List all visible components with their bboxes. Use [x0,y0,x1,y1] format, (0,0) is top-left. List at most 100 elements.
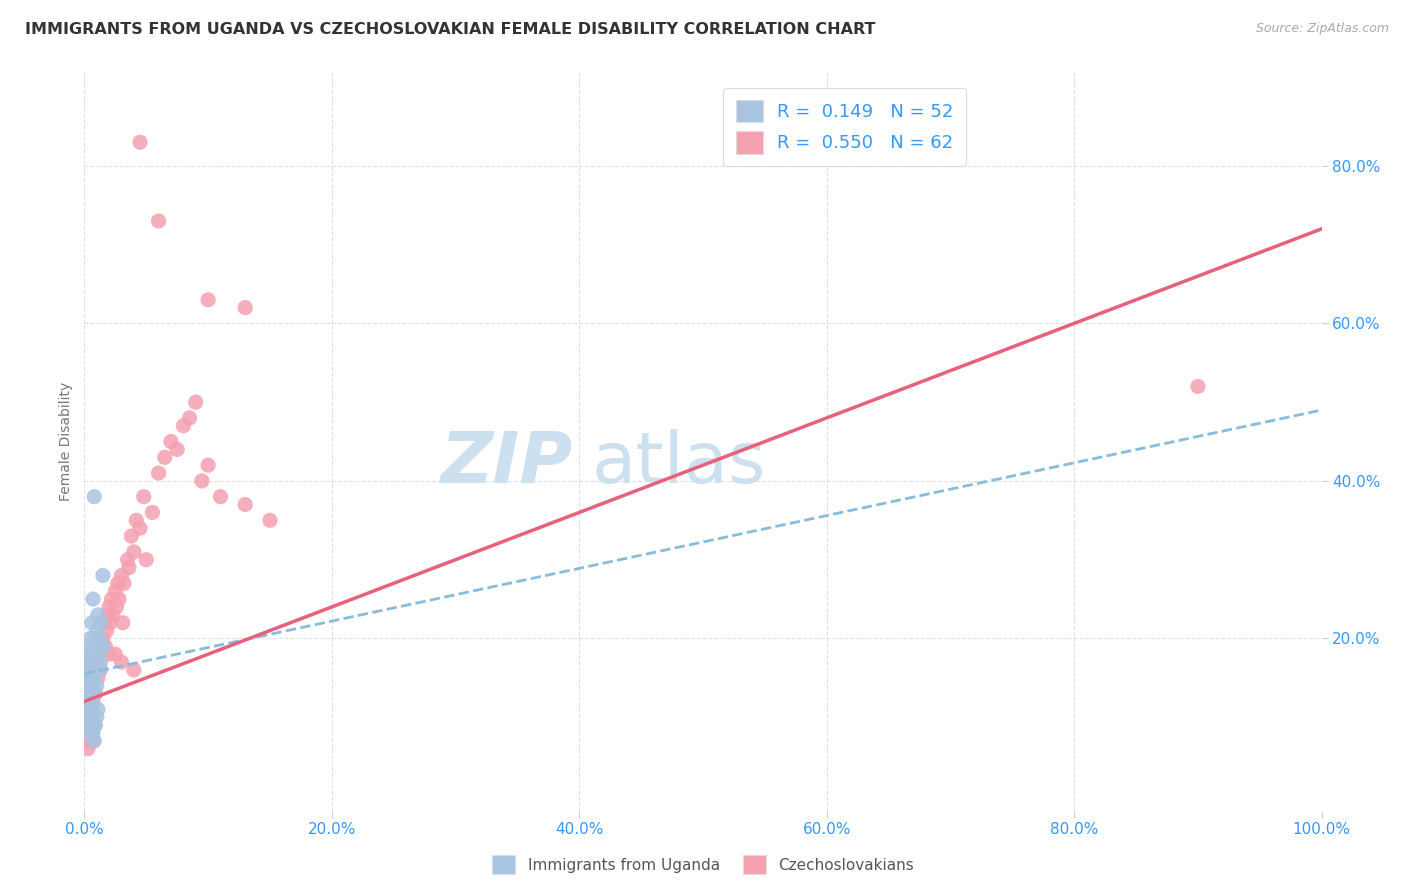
Legend: R =  0.149   N = 52, R =  0.550   N = 62: R = 0.149 N = 52, R = 0.550 N = 62 [723,87,966,166]
Text: IMMIGRANTS FROM UGANDA VS CZECHOSLOVAKIAN FEMALE DISABILITY CORRELATION CHART: IMMIGRANTS FROM UGANDA VS CZECHOSLOVAKIA… [25,22,876,37]
Point [79,671,101,685]
Point [76,726,98,740]
Point [77,741,100,756]
Point [129,135,152,149]
Point [83,663,105,677]
Point [117,552,139,566]
Point [96,624,118,638]
Legend: Immigrants from Uganda, Czechoslovakians: Immigrants from Uganda, Czechoslovakians [486,849,920,880]
Text: Source: ZipAtlas.com: Source: ZipAtlas.com [1256,22,1389,36]
Point [79,702,101,716]
Point [77,647,100,661]
Point [148,466,170,480]
Point [148,214,170,228]
Point [83,490,105,504]
Point [87,671,110,685]
Point [80,718,103,732]
Point [80,679,103,693]
Point [82,647,104,661]
Point [90,640,112,654]
Point [82,592,104,607]
Point [160,434,183,449]
Point [82,734,104,748]
Point [233,498,256,512]
Point [84,718,107,732]
Point [83,663,105,677]
Point [179,411,201,425]
Point [125,513,148,527]
Point [84,655,107,669]
Point [197,293,219,307]
Point [122,663,145,677]
Point [108,592,131,607]
Point [76,702,98,716]
Point [87,702,110,716]
Point [84,687,107,701]
Point [86,655,108,669]
Point [79,734,101,748]
Point [80,655,103,669]
Point [153,450,176,465]
Point [83,718,105,732]
Point [79,640,101,654]
Point [86,679,108,693]
Point [79,710,101,724]
Point [79,655,101,669]
Point [86,710,108,724]
Point [79,663,101,677]
Point [82,726,104,740]
Point [94,640,117,654]
Point [79,687,101,701]
Point [141,505,163,519]
Point [91,640,114,654]
Point [184,395,207,409]
Point [89,632,111,646]
Text: atlas: atlas [592,429,766,499]
Point [100,592,122,607]
Point [110,568,132,582]
Point [83,734,105,748]
Point [76,671,98,685]
Point [80,679,103,693]
Point [77,687,100,701]
Point [80,694,103,708]
Point [75,710,97,724]
Point [87,607,110,622]
Point [79,702,101,716]
Point [79,702,101,716]
Point [209,490,232,504]
Point [166,442,188,457]
Point [93,615,115,630]
Point [75,679,97,693]
Point [111,615,134,630]
Point [233,301,256,315]
Point [120,529,142,543]
Point [77,687,100,701]
Point [76,710,98,724]
Point [104,584,127,599]
Point [101,607,124,622]
Point [89,663,111,677]
Point [77,663,100,677]
Point [77,679,100,693]
Point [1187,379,1209,393]
Point [77,726,100,740]
Point [84,632,107,646]
Y-axis label: Female Disability: Female Disability [59,382,73,501]
Point [77,710,100,724]
Point [98,599,121,614]
Point [80,726,103,740]
Text: ZIP: ZIP [441,429,574,499]
Point [172,418,194,433]
Point [82,687,104,701]
Point [259,513,281,527]
Point [89,655,111,669]
Point [76,694,98,708]
Point [79,632,101,646]
Point [105,599,128,614]
Point [80,615,103,630]
Point [112,576,135,591]
Point [89,663,111,677]
Point [129,521,152,535]
Point [83,640,105,654]
